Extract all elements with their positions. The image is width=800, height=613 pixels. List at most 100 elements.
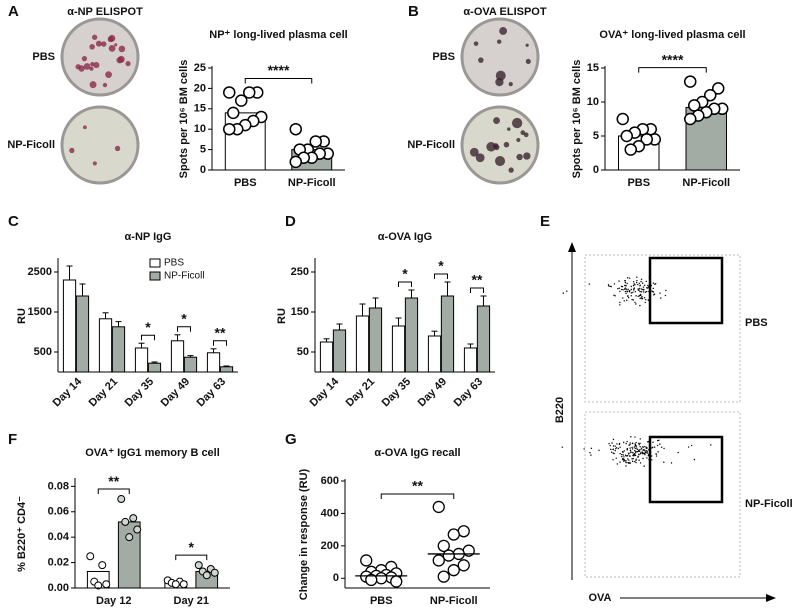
data-point xyxy=(432,500,445,514)
x-tick-label: Day 21 xyxy=(87,376,121,410)
sample-label: PBS xyxy=(745,317,768,329)
flow-event xyxy=(631,458,633,460)
flow-event xyxy=(626,440,628,443)
flow-event xyxy=(638,449,640,452)
flow-event xyxy=(639,294,641,297)
flow-event xyxy=(640,280,642,283)
y-tick-label: 250 xyxy=(291,266,309,278)
flow-event xyxy=(646,450,648,453)
flow-event xyxy=(632,284,635,287)
data-point xyxy=(210,568,219,577)
spot xyxy=(495,156,506,167)
image-label: NP-Ficoll xyxy=(407,139,455,151)
y-tick-label: 20 xyxy=(194,82,206,94)
flow-event xyxy=(677,451,679,454)
spot xyxy=(516,138,521,143)
x-tick-label: NP-Ficoll xyxy=(430,595,478,607)
flow-event xyxy=(615,448,617,450)
y-tick-label: 500 xyxy=(34,346,52,358)
y-tick-label: 150 xyxy=(291,306,309,318)
flow-event xyxy=(631,446,633,449)
significance-bracket xyxy=(177,326,191,332)
spot xyxy=(503,141,510,148)
spot xyxy=(508,167,514,173)
flow-event xyxy=(635,451,637,454)
y-axis-label: RU xyxy=(16,308,28,324)
flow-event xyxy=(633,446,636,448)
spot xyxy=(89,81,97,89)
elispot-dish xyxy=(60,17,140,97)
flow-event xyxy=(618,287,621,289)
flow-event xyxy=(644,291,647,293)
flow-event xyxy=(624,288,626,290)
flow-event xyxy=(627,288,629,291)
chart-title: OVA⁺ IgG1 memory B cell xyxy=(85,447,220,459)
flow-event xyxy=(616,463,619,465)
flow-event xyxy=(616,443,618,445)
flow-event xyxy=(619,452,621,455)
flow-event xyxy=(687,446,690,448)
flow-event xyxy=(658,439,660,442)
y-tick-label: 0.06 xyxy=(48,506,69,518)
flow-event xyxy=(617,447,620,450)
spot xyxy=(125,60,131,67)
bar xyxy=(427,335,442,373)
flow-event xyxy=(635,303,637,305)
data-point xyxy=(98,561,107,570)
flow-event xyxy=(652,446,654,449)
flow-event xyxy=(622,289,624,291)
flow-event xyxy=(635,295,637,297)
flow-event xyxy=(589,452,591,454)
flow-event xyxy=(663,461,665,463)
data-point xyxy=(704,88,717,102)
flow-event xyxy=(641,295,643,298)
y-tick-label: 0 xyxy=(200,164,206,176)
flow-event xyxy=(613,452,615,455)
flow-event xyxy=(622,297,624,299)
flow-event xyxy=(634,454,636,456)
elispot-dish xyxy=(60,105,140,185)
data-point xyxy=(442,549,455,562)
significance-label: * xyxy=(438,258,444,274)
flow-event xyxy=(630,435,632,438)
data-point xyxy=(102,580,111,589)
flow-event xyxy=(626,277,629,279)
data-point xyxy=(171,580,180,589)
flow-event xyxy=(647,286,650,288)
flow-event xyxy=(637,283,639,286)
y-tick-label: 0.02 xyxy=(48,556,69,568)
flow-event xyxy=(655,453,657,455)
flow-event xyxy=(645,446,648,449)
flow-event xyxy=(617,288,619,290)
x-tick-label: PBS xyxy=(234,177,257,189)
data-point xyxy=(223,122,236,136)
flow-event xyxy=(639,290,641,293)
flow-event xyxy=(609,285,611,288)
elispot-dish xyxy=(460,105,540,185)
flow-event xyxy=(635,461,637,464)
flow-event xyxy=(630,295,632,297)
y-arrowhead xyxy=(568,242,576,252)
y-tick-label: 15 xyxy=(587,62,599,74)
spot xyxy=(95,40,102,47)
flow-event xyxy=(646,457,648,459)
flow-event xyxy=(638,282,640,284)
flow-event xyxy=(634,450,636,452)
flow-event xyxy=(647,284,649,287)
flow-event xyxy=(651,455,653,457)
spot xyxy=(105,71,112,78)
flow-event xyxy=(647,454,650,457)
significance-label: ** xyxy=(108,473,119,489)
data-point xyxy=(447,528,460,541)
spot xyxy=(475,153,485,163)
significance-bracket xyxy=(398,281,412,287)
flow-event xyxy=(625,461,627,464)
significance-label: * xyxy=(402,266,408,282)
x-tick-label: Day 21 xyxy=(174,595,209,607)
flow-event xyxy=(640,291,643,293)
flow-event xyxy=(622,454,624,456)
flow-event xyxy=(628,444,630,446)
y-axis-label: % B220⁺ CD4⁻ xyxy=(16,496,28,572)
spot xyxy=(101,41,107,47)
